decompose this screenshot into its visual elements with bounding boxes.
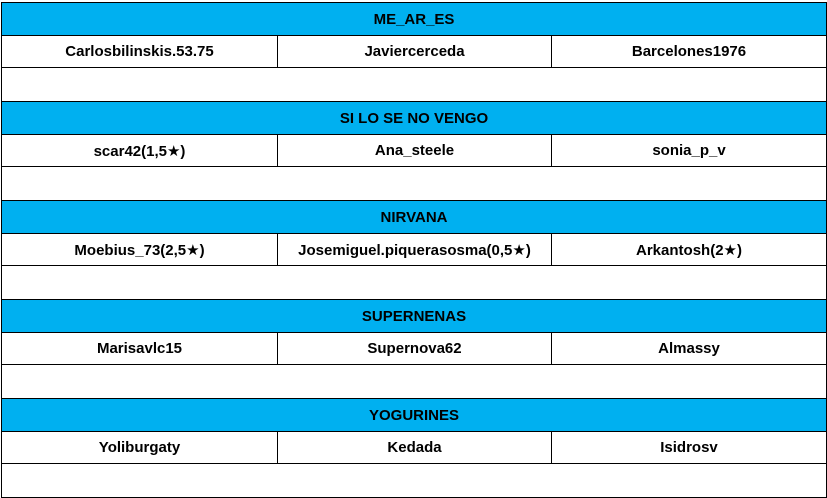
- group-header-row: NIRVANA: [0, 200, 827, 234]
- members-row: scar42(1,5★) Ana_steele sonia_p_v: [1, 134, 827, 167]
- member-cell[interactable]: Supernova62: [277, 332, 552, 365]
- member-cell[interactable]: Yoliburgaty: [1, 431, 278, 464]
- members-row: Moebius_73(2,5★) Josemiguel.piquerasosma(…: [1, 233, 827, 266]
- member-cell[interactable]: Arkantosh(2★): [550, 233, 827, 266]
- group-title[interactable]: YOGURINES: [0, 398, 827, 432]
- group-header-row: SI LO SE NO VENGO: [0, 101, 827, 135]
- member-cell[interactable]: Marisavlc15: [1, 332, 278, 365]
- member-cell[interactable]: Carlosbilinskis.53.75: [1, 35, 278, 68]
- blank-cell[interactable]: [0, 463, 827, 498]
- group-header-row: SUPERNENAS: [0, 299, 827, 333]
- member-cell[interactable]: Barcelones1976: [550, 35, 827, 68]
- blank-cell[interactable]: [0, 67, 827, 102]
- blank-row: [0, 463, 827, 498]
- member-cell[interactable]: Moebius_73(2,5★): [1, 233, 278, 266]
- member-cell[interactable]: Kedada: [277, 431, 552, 464]
- member-cell[interactable]: scar42(1,5★): [1, 134, 278, 167]
- blank-row: [0, 166, 827, 201]
- member-cell[interactable]: Almassy: [550, 332, 827, 365]
- group-title[interactable]: NIRVANA: [0, 200, 827, 234]
- member-cell[interactable]: Isidrosv: [550, 431, 827, 464]
- blank-cell[interactable]: [0, 166, 827, 201]
- group-title[interactable]: ME_AR_ES: [0, 2, 827, 36]
- member-cell[interactable]: sonia_p_v: [550, 134, 827, 167]
- blank-cell[interactable]: [0, 364, 827, 399]
- group-title[interactable]: SUPERNENAS: [0, 299, 827, 333]
- blank-row: [0, 67, 827, 102]
- members-row: Marisavlc15 Supernova62 Almassy: [1, 332, 827, 365]
- members-row: Carlosbilinskis.53.75 Javiercerceda Barcel…: [1, 35, 827, 68]
- blank-cell[interactable]: [0, 265, 827, 300]
- member-cell[interactable]: Javiercerceda: [277, 35, 552, 68]
- group-title[interactable]: SI LO SE NO VENGO: [0, 101, 827, 135]
- group-header-row: ME_AR_ES: [0, 2, 827, 36]
- member-cell[interactable]: Ana_steele: [277, 134, 552, 167]
- member-cell[interactable]: Josemiguel.piquerasosma(0,5★): [277, 233, 552, 266]
- group-header-row: YOGURINES: [0, 398, 827, 432]
- blank-row: [0, 364, 827, 399]
- blank-row: [0, 265, 827, 300]
- members-row: Yoliburgaty Kedada Isidrosv: [1, 431, 827, 464]
